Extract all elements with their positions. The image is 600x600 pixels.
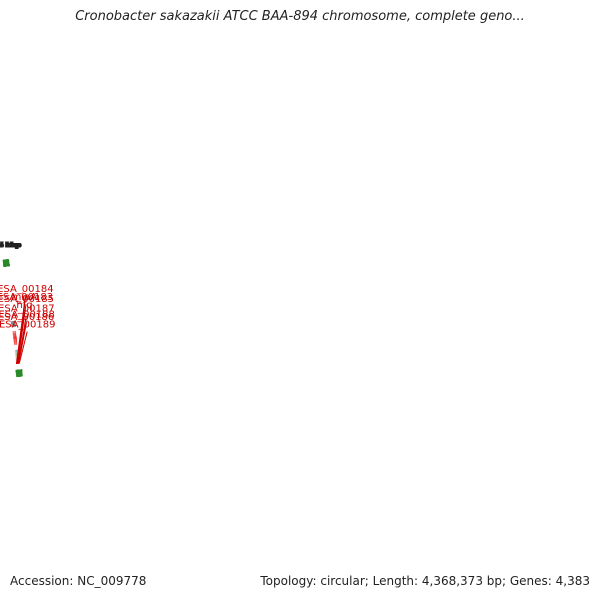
gene-label[interactable]: ESA_00186 xyxy=(0,312,54,323)
gene-label[interactable]: ESA_00189 xyxy=(0,320,55,331)
tick-label: 168 kbp xyxy=(0,241,20,250)
gene-feature-block[interactable] xyxy=(14,349,17,362)
outer-tick-ring xyxy=(15,369,23,378)
cds-arrow[interactable] xyxy=(12,331,15,346)
gene-label-leader xyxy=(17,305,27,364)
cds-arrow[interactable] xyxy=(12,331,15,346)
inner-tick-ring: 166 kbp167 kbp168 kbp169 kbp170 kbp171 k… xyxy=(0,240,22,267)
gene-label[interactable]: ESA_00185 xyxy=(0,294,54,305)
tick-label: 166 kbp xyxy=(0,241,19,250)
gene-feature-block[interactable] xyxy=(14,350,17,362)
backbone-ring xyxy=(10,320,17,328)
map-title: Cronobacter sakazakii ATCC BAA-894 chrom… xyxy=(75,9,525,24)
tick-label: 173 kbp xyxy=(0,240,22,249)
gene-label-leader xyxy=(18,331,28,364)
cds-arrow[interactable] xyxy=(14,330,17,345)
tick-label: 172 kbp xyxy=(0,240,21,249)
cds-arrow[interactable] xyxy=(12,331,15,346)
gene-label-leader xyxy=(16,295,26,364)
accession-text: Accession: NC_009778 xyxy=(10,574,147,588)
gene-label[interactable]: ESA_00188 xyxy=(0,310,55,321)
tick-label: 171 kbp xyxy=(0,241,21,250)
cds-arrow[interactable] xyxy=(14,330,17,345)
gene-label[interactable]: ESA_00187 xyxy=(0,304,55,315)
gene-label-leader xyxy=(18,321,28,364)
tick-label: 174 kbp xyxy=(0,240,22,249)
cds-arrow[interactable] xyxy=(13,331,16,345)
gene-label[interactable]: ESA_00183 xyxy=(0,292,53,303)
cds-track xyxy=(12,330,18,346)
tick-label: 169 kbp xyxy=(0,241,20,250)
cds-arrow[interactable] xyxy=(14,331,16,345)
topology-summary: Topology: circular; Length: 4,368,373 bp… xyxy=(260,574,590,588)
backbone xyxy=(10,320,17,328)
cds-arrow[interactable] xyxy=(13,331,16,346)
gene-feature-block[interactable] xyxy=(14,350,17,362)
tick-label: 170 kbp xyxy=(0,241,21,250)
gene-label[interactable]: miaA xyxy=(12,292,38,303)
gene-labels: miaAhfqESA_00183ESA_00184ESA_00185ESA_00… xyxy=(0,284,55,365)
gene-label-leader xyxy=(17,315,27,364)
tick-label: 167 kbp xyxy=(0,241,20,250)
gene-label[interactable]: ESA_00184 xyxy=(0,284,54,295)
cds-arrow[interactable] xyxy=(14,330,17,345)
cds-arrow[interactable] xyxy=(15,330,18,345)
tick-label: 175 kbp xyxy=(0,240,22,249)
